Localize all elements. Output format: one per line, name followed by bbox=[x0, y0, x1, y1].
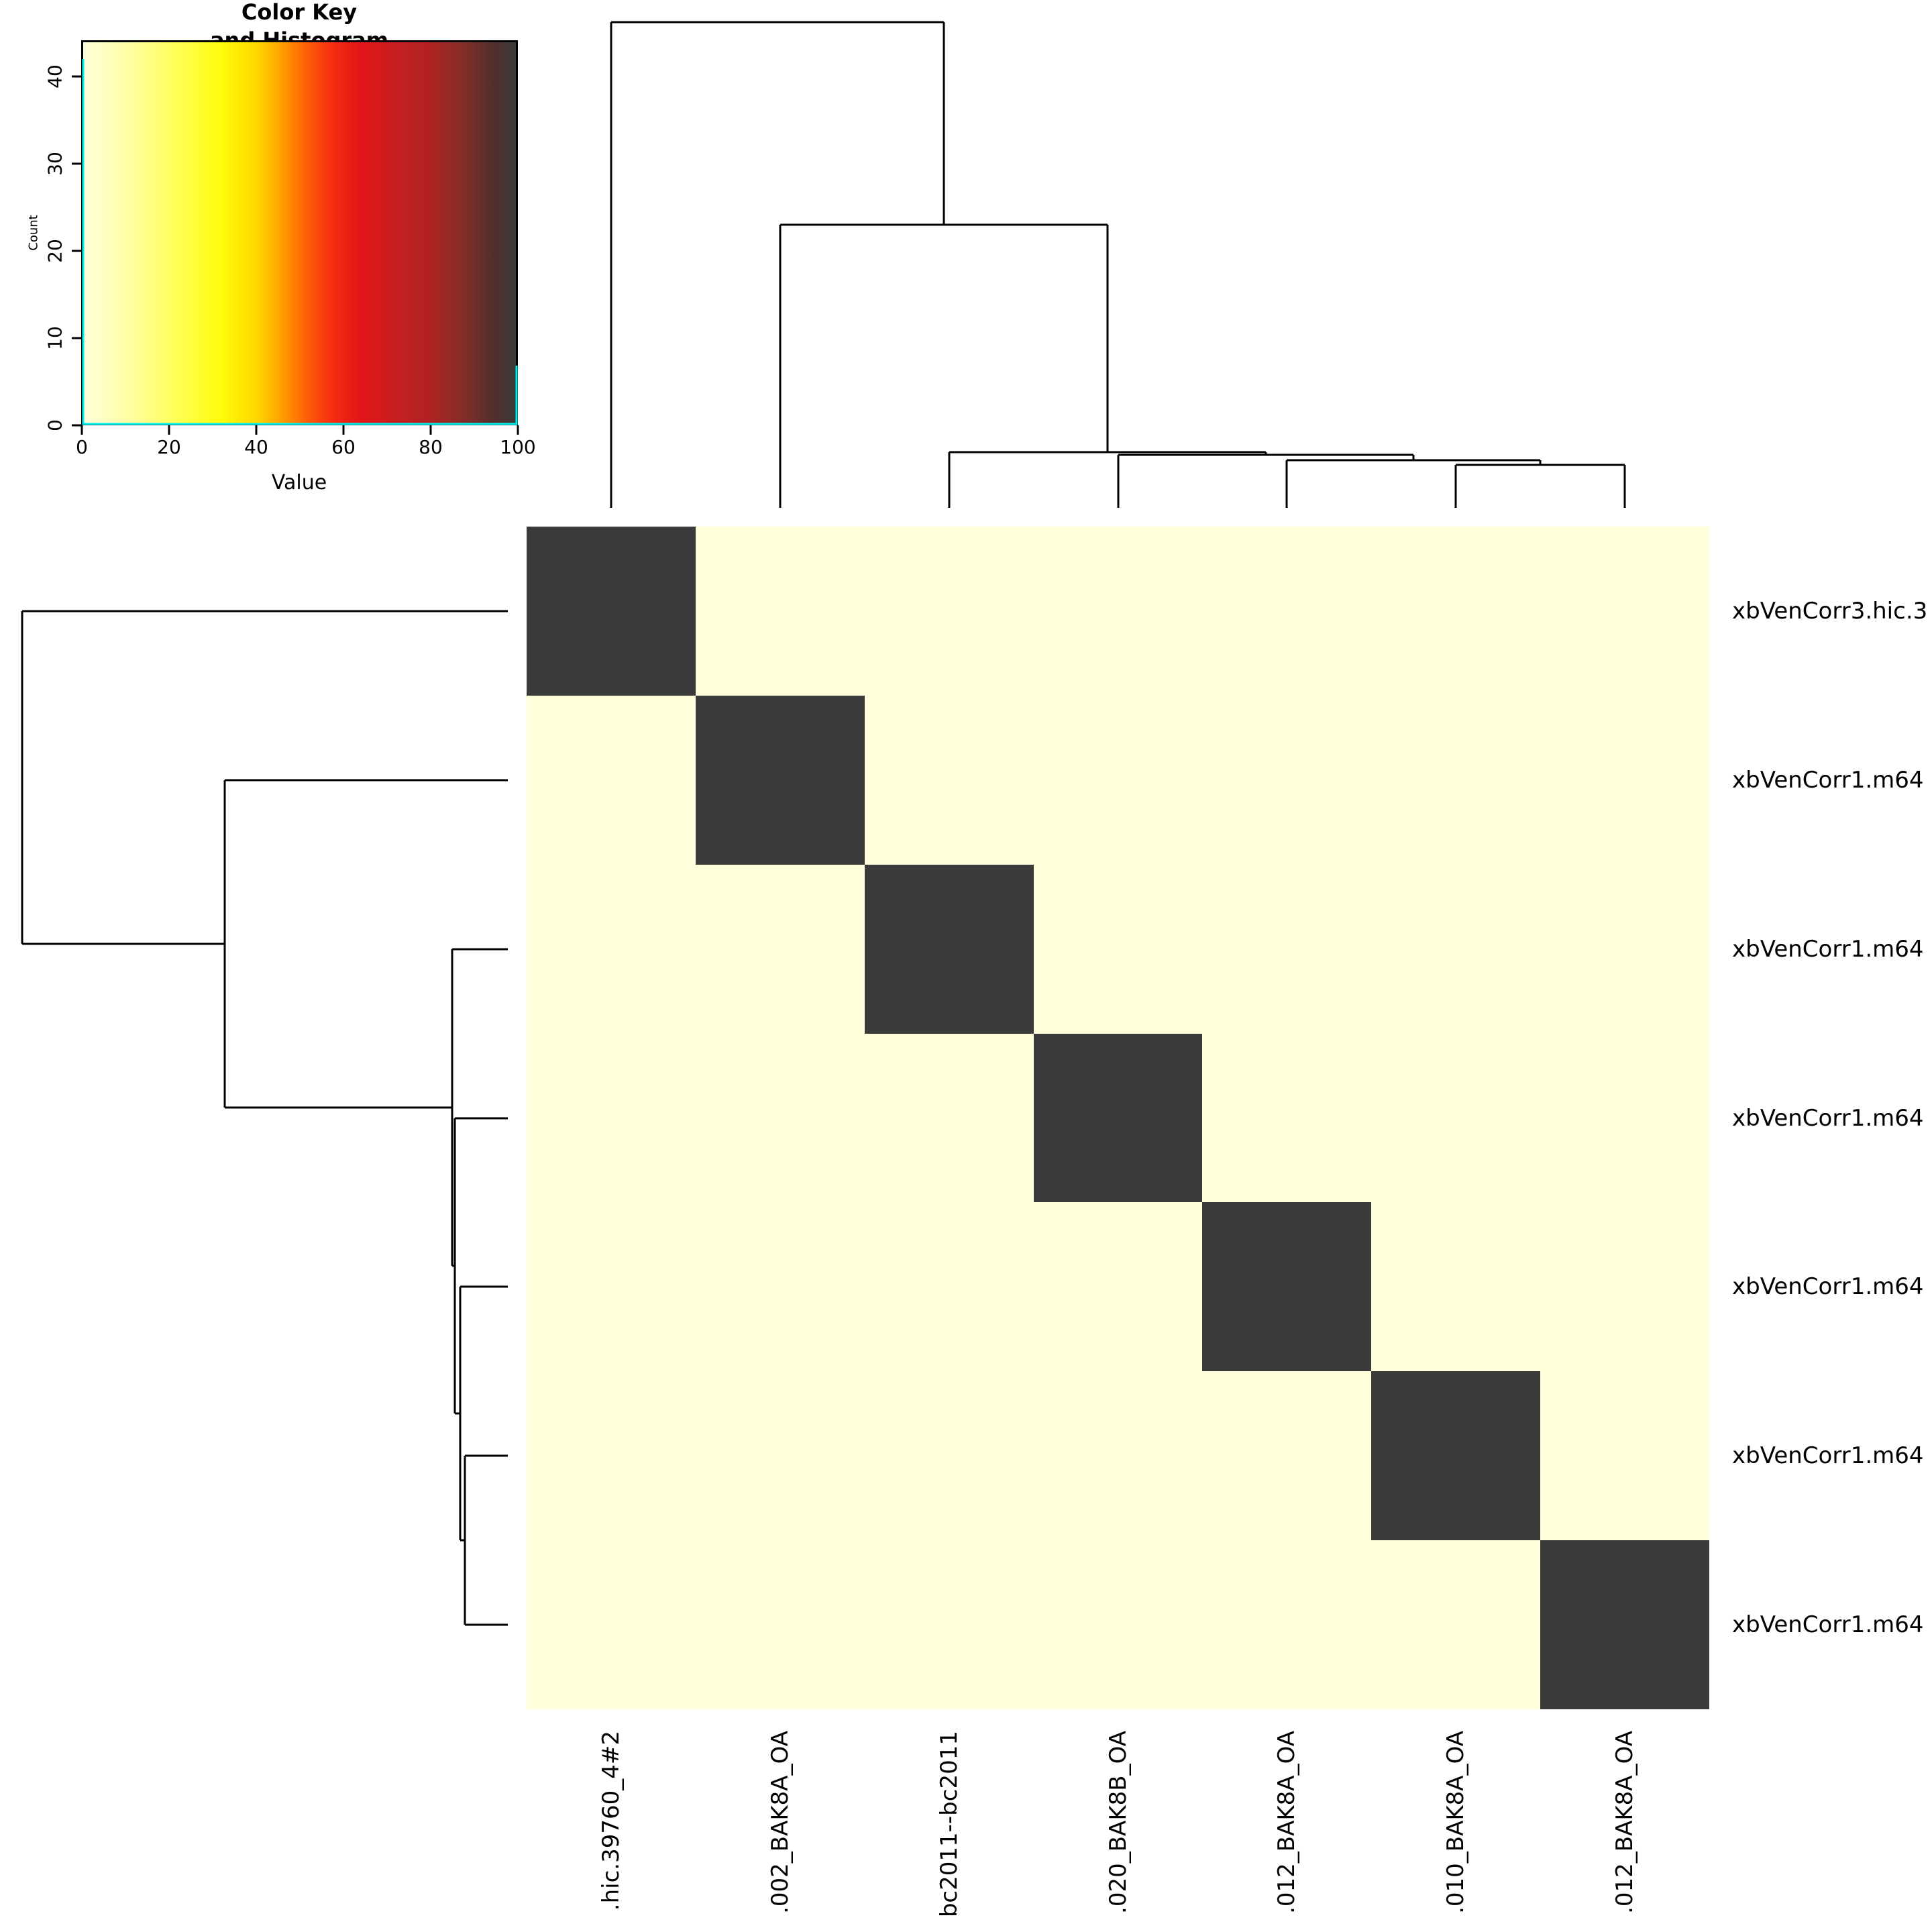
heatmap-cell bbox=[1371, 1371, 1541, 1541]
heatmap-cell bbox=[864, 1371, 1034, 1541]
value-axis-label: Value bbox=[271, 471, 327, 494]
value-tick-label: 80 bbox=[419, 436, 443, 458]
correlation-heatmap bbox=[527, 527, 1709, 1709]
value-tick-label: 60 bbox=[331, 436, 356, 458]
heatmap-cell bbox=[1202, 1371, 1372, 1541]
heatmap-cell bbox=[1371, 527, 1541, 696]
row-label: xbVenCorr1.m64 bbox=[1732, 935, 1924, 963]
heatmap-cell bbox=[1540, 864, 1709, 1034]
heatmap-cell bbox=[1202, 1202, 1372, 1372]
heatmap-cell bbox=[695, 1033, 865, 1203]
heatmap-cell bbox=[1202, 1540, 1372, 1709]
heatmap-cell bbox=[1540, 1033, 1709, 1203]
heatmap-cell bbox=[1202, 695, 1372, 865]
row-label: xbVenCorr1.m64 bbox=[1732, 1442, 1924, 1470]
column-dendrogram bbox=[610, 21, 1626, 508]
heatmap-cell bbox=[1202, 864, 1372, 1034]
heatmap-cell bbox=[864, 1202, 1034, 1372]
heatmap-cell bbox=[1202, 527, 1372, 696]
column-label: .010_BAK8A_OA bbox=[1442, 1731, 1470, 1914]
row-label: xbVenCorr1.m64 bbox=[1732, 1273, 1924, 1301]
heatmap-cell bbox=[1540, 1202, 1709, 1372]
color-key-axes bbox=[72, 59, 519, 435]
heatmap-cell bbox=[1540, 1540, 1709, 1709]
heatmap-cell bbox=[1371, 1202, 1541, 1372]
heatmap-cell bbox=[1033, 1033, 1203, 1203]
heatmap-cell bbox=[695, 1540, 865, 1709]
value-tick-label: 0 bbox=[76, 436, 88, 458]
heatmap-cell bbox=[527, 695, 696, 865]
heatmap-cell bbox=[1540, 695, 1709, 865]
histogram-trace bbox=[82, 59, 518, 425]
column-label: .hic.39760_4#2 bbox=[597, 1731, 625, 1911]
heatmap-cell bbox=[1371, 695, 1541, 865]
heatmap-cell bbox=[864, 1540, 1034, 1709]
heatmap-cell bbox=[695, 695, 865, 865]
heatmap-cell bbox=[527, 527, 696, 696]
value-tick-label: 20 bbox=[157, 436, 181, 458]
heatmap-cell bbox=[695, 527, 865, 696]
heatmap-cell bbox=[1202, 1033, 1372, 1203]
heatmap-cell bbox=[1540, 1371, 1709, 1541]
heatmap-cell bbox=[527, 864, 696, 1034]
heatmap-cell bbox=[695, 1202, 865, 1372]
heatmap-cell bbox=[527, 1033, 696, 1203]
row-label: xbVenCorr1.m64 bbox=[1732, 1611, 1924, 1639]
column-label: .020_BAK8B_OA bbox=[1104, 1731, 1132, 1914]
heatmap-cell bbox=[527, 1540, 696, 1709]
heatmap-cell bbox=[1033, 864, 1203, 1034]
heatmap-cell bbox=[864, 527, 1034, 696]
heatmap-cell bbox=[1371, 1033, 1541, 1203]
row-dendrogram bbox=[21, 610, 508, 1626]
heatmap-cell bbox=[1371, 864, 1541, 1034]
heatmap-cell bbox=[1371, 1540, 1541, 1709]
heatmap-cell bbox=[527, 1202, 696, 1372]
column-label: .002_BAK8A_OA bbox=[766, 1731, 794, 1914]
heatmap-cell bbox=[864, 695, 1034, 865]
column-label: .012_BAK8A_OA bbox=[1273, 1731, 1301, 1914]
heatmap-cell bbox=[864, 864, 1034, 1034]
row-label: xbVenCorr1.m64 bbox=[1732, 1104, 1924, 1132]
row-label: xbVenCorr3.hic.3 bbox=[1732, 597, 1928, 625]
color-key-title-line1: Color Key bbox=[241, 0, 358, 25]
column-label: bc2011--bc2011 bbox=[935, 1731, 963, 1918]
heatmap-cell bbox=[1033, 1202, 1203, 1372]
heatmap-cell bbox=[1033, 1540, 1203, 1709]
heatmap-cell bbox=[695, 1371, 865, 1541]
row-label: xbVenCorr1.m64 bbox=[1732, 766, 1924, 794]
value-tick-label: 100 bbox=[500, 436, 536, 458]
heatmap-cell bbox=[1540, 527, 1709, 696]
column-label: .012_BAK8A_OA bbox=[1611, 1731, 1639, 1914]
value-tick-label: 40 bbox=[244, 436, 268, 458]
heatmap-cell bbox=[1033, 1371, 1203, 1541]
heatmap-cell bbox=[864, 1033, 1034, 1203]
heatmap-cell bbox=[695, 864, 865, 1034]
heatmap-cell bbox=[1033, 695, 1203, 865]
heatmap-cell bbox=[527, 1371, 696, 1541]
heatmap-cell bbox=[1033, 527, 1203, 696]
